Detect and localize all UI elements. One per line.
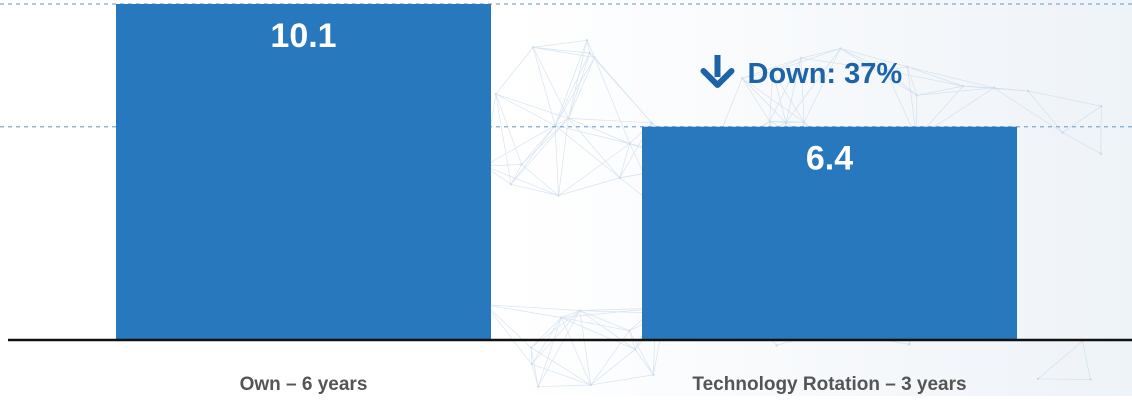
mesh-node [520, 163, 522, 165]
mesh-node [652, 374, 654, 376]
mesh-node [775, 344, 777, 346]
mesh-node [839, 47, 841, 49]
mesh-node [560, 316, 562, 318]
mesh-node [628, 142, 630, 144]
mesh-node [590, 384, 592, 386]
mesh-node [567, 117, 569, 119]
mesh-node [1061, 131, 1063, 133]
mesh-node [579, 309, 581, 311]
mesh-node [588, 52, 590, 54]
mesh-node [993, 87, 995, 89]
mesh-node [557, 194, 559, 196]
value-label: 6.4 [806, 140, 853, 178]
mesh-node [510, 183, 512, 185]
mesh-node [741, 77, 743, 79]
mesh-node [1027, 90, 1029, 92]
mesh-node [1100, 105, 1102, 107]
mesh-node [628, 329, 630, 331]
mesh-node [537, 385, 539, 387]
mesh-node [1089, 378, 1091, 380]
mesh-node [916, 94, 918, 96]
mesh-node [962, 85, 964, 87]
mesh-node [785, 121, 787, 123]
mesh-node [803, 121, 805, 123]
mesh-node [495, 93, 497, 95]
mesh-node [530, 346, 532, 348]
mesh-node [634, 348, 636, 350]
mesh-node [619, 177, 621, 179]
mesh-node [532, 46, 534, 48]
mesh-node [768, 120, 770, 122]
mesh-node [586, 39, 588, 41]
mesh-node [908, 343, 910, 345]
annotation-text: Down: 37% [748, 58, 903, 90]
category-label: Own – 6 years [240, 374, 368, 395]
mesh-node [906, 66, 908, 68]
category-label: Technology Rotation – 3 years [692, 374, 966, 395]
mesh-node [1100, 153, 1102, 155]
mesh-node [650, 122, 652, 124]
value-label: 10.1 [270, 17, 336, 55]
mesh-node [531, 363, 533, 365]
mesh-node [1037, 378, 1039, 380]
